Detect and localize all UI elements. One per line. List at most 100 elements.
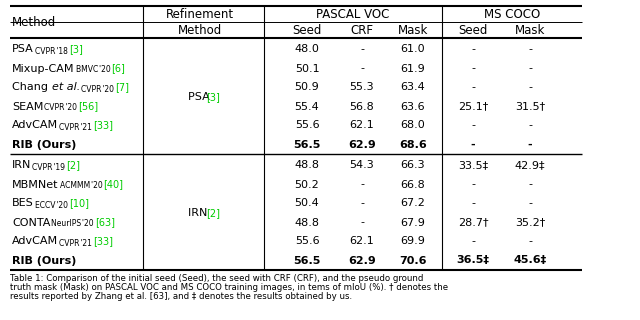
Text: CONTA: CONTA <box>12 218 51 228</box>
Text: -: - <box>528 44 532 54</box>
Text: -: - <box>528 83 532 92</box>
Text: -: - <box>471 198 475 209</box>
Text: AdvCAM: AdvCAM <box>12 121 58 131</box>
Text: ACMMM '20: ACMMM '20 <box>60 181 102 190</box>
Text: Chang: Chang <box>12 83 51 92</box>
Text: CVPR '21: CVPR '21 <box>59 123 92 132</box>
Text: [2]: [2] <box>206 208 220 218</box>
Text: results reported by Zhang et al. [63], and ‡ denotes the results obtained by us.: results reported by Zhang et al. [63], a… <box>10 292 352 301</box>
Text: -: - <box>360 63 364 74</box>
Text: [10]: [10] <box>68 198 89 209</box>
Text: truth mask (Mask) on PASCAL VOC and MS COCO training images, in tems of mIoU (%): truth mask (Mask) on PASCAL VOC and MS C… <box>10 283 448 292</box>
Text: RIB (Ours): RIB (Ours) <box>12 255 76 266</box>
Text: 33.5‡: 33.5‡ <box>458 161 488 171</box>
Text: -: - <box>471 63 475 74</box>
Text: 50.4: 50.4 <box>294 198 319 209</box>
Text: 55.6: 55.6 <box>294 121 319 131</box>
Text: et al.: et al. <box>51 83 80 92</box>
Text: -: - <box>470 140 476 149</box>
Text: 50.2: 50.2 <box>294 180 319 189</box>
Text: 63.6: 63.6 <box>401 101 426 111</box>
Text: -: - <box>471 121 475 131</box>
Text: -: - <box>528 140 532 149</box>
Text: [3]: [3] <box>68 44 83 54</box>
Text: 66.8: 66.8 <box>401 180 426 189</box>
Text: CVPR '18: CVPR '18 <box>35 46 68 55</box>
Text: 62.9: 62.9 <box>348 255 376 266</box>
Text: 48.8: 48.8 <box>294 218 319 228</box>
Text: -: - <box>360 44 364 54</box>
Text: 48.0: 48.0 <box>294 44 319 54</box>
Text: 69.9: 69.9 <box>401 236 426 246</box>
Text: 67.9: 67.9 <box>401 218 426 228</box>
Text: [6]: [6] <box>111 63 125 74</box>
Text: PASCAL VOC: PASCAL VOC <box>316 7 390 20</box>
Text: IRN: IRN <box>188 208 211 218</box>
Text: CVPR '20: CVPR '20 <box>44 103 77 113</box>
Text: RIB (Ours): RIB (Ours) <box>12 140 76 149</box>
Text: [40]: [40] <box>103 180 124 189</box>
Text: 36.5‡: 36.5‡ <box>456 255 490 266</box>
Text: IRN: IRN <box>12 161 31 171</box>
Text: BES: BES <box>12 198 34 209</box>
Text: 55.6: 55.6 <box>294 236 319 246</box>
Text: BMVC '20: BMVC '20 <box>76 66 110 75</box>
Text: CVPR '20: CVPR '20 <box>81 84 114 93</box>
Text: -: - <box>528 121 532 131</box>
Text: Seed: Seed <box>458 23 488 36</box>
Text: 55.4: 55.4 <box>294 101 319 111</box>
Text: 62.1: 62.1 <box>349 121 374 131</box>
Text: 35.2†: 35.2† <box>515 218 545 228</box>
Text: 25.1†: 25.1† <box>458 101 488 111</box>
Text: [63]: [63] <box>95 218 115 228</box>
Text: [56]: [56] <box>78 101 99 111</box>
Text: -: - <box>471 83 475 92</box>
Text: 56.5: 56.5 <box>293 255 321 266</box>
Text: 50.1: 50.1 <box>294 63 319 74</box>
Text: 54.3: 54.3 <box>349 161 374 171</box>
Text: -: - <box>360 198 364 209</box>
Text: 67.2: 67.2 <box>401 198 426 209</box>
Text: MBMNet: MBMNet <box>12 180 58 189</box>
Text: -: - <box>528 63 532 74</box>
Text: Refinement: Refinement <box>166 7 234 20</box>
Text: 62.1: 62.1 <box>349 236 374 246</box>
Text: NeurIPS '20: NeurIPS '20 <box>51 220 94 228</box>
Text: Mask: Mask <box>515 23 545 36</box>
Text: ECCV '20: ECCV '20 <box>35 201 68 210</box>
Text: -: - <box>528 180 532 189</box>
Text: Method: Method <box>12 15 56 28</box>
Text: [2]: [2] <box>67 161 81 171</box>
Text: -: - <box>471 180 475 189</box>
Text: [3]: [3] <box>206 92 220 102</box>
Text: 61.0: 61.0 <box>401 44 426 54</box>
Text: PSA: PSA <box>12 44 34 54</box>
Text: 61.9: 61.9 <box>401 63 426 74</box>
Text: 42.9‡: 42.9‡ <box>515 161 545 171</box>
Text: Mixup-CAM: Mixup-CAM <box>12 63 74 74</box>
Text: 50.9: 50.9 <box>294 83 319 92</box>
Text: 56.5: 56.5 <box>293 140 321 149</box>
Text: AdvCAM: AdvCAM <box>12 236 58 246</box>
Text: [7]: [7] <box>115 83 129 92</box>
Text: -: - <box>528 236 532 246</box>
Text: [33]: [33] <box>93 236 113 246</box>
Text: -: - <box>528 198 532 209</box>
Text: MS COCO: MS COCO <box>484 7 540 20</box>
Text: Table 1: Comparison of the initial seed (Seed), the seed with CRF (CRF), and the: Table 1: Comparison of the initial seed … <box>10 274 424 283</box>
Text: 31.5†: 31.5† <box>515 101 545 111</box>
Text: 66.3: 66.3 <box>401 161 426 171</box>
Text: 63.4: 63.4 <box>401 83 426 92</box>
Text: Seed: Seed <box>292 23 322 36</box>
Text: Method: Method <box>178 23 222 36</box>
Text: CVPR '19: CVPR '19 <box>33 163 65 172</box>
Text: SEAM: SEAM <box>12 101 44 111</box>
Text: 70.6: 70.6 <box>399 255 427 266</box>
Text: 28.7†: 28.7† <box>458 218 488 228</box>
Text: -: - <box>471 44 475 54</box>
Text: -: - <box>471 236 475 246</box>
Text: -: - <box>360 218 364 228</box>
Text: CRF: CRF <box>351 23 374 36</box>
Text: [33]: [33] <box>93 121 113 131</box>
Text: -: - <box>360 180 364 189</box>
